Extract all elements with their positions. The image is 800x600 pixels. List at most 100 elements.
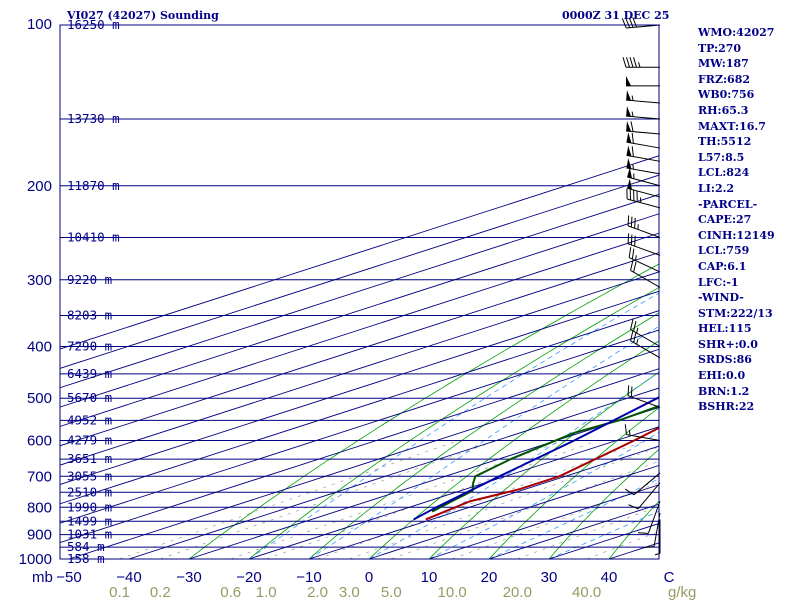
wind-barb-staff xyxy=(627,395,661,408)
plot-frame xyxy=(59,24,660,560)
valid-time: 0000Z 31 DEC 25 xyxy=(562,9,669,22)
wind-barb-feather xyxy=(630,260,634,271)
wind-barb xyxy=(637,501,661,534)
isotherm xyxy=(60,174,659,369)
temperature-tick-label: C xyxy=(664,569,675,586)
height-label: 158 m xyxy=(67,551,105,566)
wind-barb-feather xyxy=(627,215,630,226)
isotherm xyxy=(60,213,659,408)
wind-barb-feather xyxy=(631,146,634,157)
wind-barb xyxy=(626,75,660,87)
isotherm xyxy=(60,271,659,466)
height-label: 9220 m xyxy=(67,272,112,287)
wind-barb-column xyxy=(621,17,661,556)
wind-barb-feather xyxy=(633,332,637,343)
wind-barb-pennant xyxy=(627,178,632,190)
profile-layer xyxy=(413,396,659,521)
height-label: 1990 m xyxy=(67,499,112,514)
wind-barb xyxy=(628,482,661,510)
wind-barb xyxy=(626,90,661,104)
index-line: -WIND- xyxy=(698,291,744,305)
wind-barb-pennant xyxy=(626,132,632,144)
index-line: BRN:1.2 xyxy=(698,384,750,398)
height-label: 6439 m xyxy=(67,366,112,381)
wind-barb-feather xyxy=(631,132,634,144)
isotherm xyxy=(68,368,659,559)
mixing-ratio-line xyxy=(451,482,659,559)
index-line: TP:270 xyxy=(698,41,742,55)
wind-barb xyxy=(630,319,661,347)
isotherm xyxy=(368,464,659,559)
wind-barb-staff xyxy=(630,329,661,347)
temperature-tick-label: −50 xyxy=(56,569,81,586)
wind-barb-feather xyxy=(634,217,636,229)
mixing-ratio-tick-label: 40.0 xyxy=(572,584,601,600)
wind-barb-feather xyxy=(621,18,627,29)
pressure-tick-label: 500 xyxy=(27,390,52,407)
wind-barb-feather xyxy=(630,121,634,132)
wind-barb xyxy=(627,178,661,198)
wind-barb-feather xyxy=(633,261,637,273)
wind-barb xyxy=(627,233,661,256)
isotherm xyxy=(248,426,659,559)
index-line: MAXT:16.7 xyxy=(698,119,766,133)
wind-barb xyxy=(622,57,660,68)
index-line: CAPE:27 xyxy=(698,213,752,227)
wind-barb-half-feather xyxy=(636,327,639,334)
index-line: TH:5512 xyxy=(698,135,752,149)
wind-barb-pennant xyxy=(626,106,632,117)
wind-barb xyxy=(626,121,661,135)
temperature-tick-label: 40 xyxy=(601,569,618,586)
isotherm xyxy=(60,310,659,505)
wind-barb xyxy=(624,472,661,496)
wind-barb-half-feather xyxy=(631,95,634,101)
temperature-tick-label: 0 xyxy=(365,569,373,586)
mixing-ratio-line xyxy=(586,531,659,559)
mixing-ratio-line xyxy=(119,440,459,559)
isotherm xyxy=(60,155,659,350)
wind-barb-pennant xyxy=(627,167,632,179)
wind-barb-feather xyxy=(627,385,630,396)
height-label: 13730 m xyxy=(67,111,120,126)
mixing-ratio-tick-label: 2.0 xyxy=(307,584,328,600)
height-label: 4279 m xyxy=(67,433,112,448)
mixing-ratio-tick-label: 10.0 xyxy=(438,584,467,600)
wind-barb-half-feather xyxy=(631,111,634,117)
wind-barb xyxy=(626,145,661,162)
wind-barb-staff xyxy=(633,472,661,496)
isotherm xyxy=(60,348,659,544)
mixing-ratio-line xyxy=(391,460,659,559)
wind-barb-feather xyxy=(622,57,627,68)
index-line: SRDS:86 xyxy=(698,353,752,367)
wind-barb xyxy=(626,106,661,120)
pressure-tick-label: 700 xyxy=(27,468,52,485)
wind-barb-staff xyxy=(626,141,661,149)
moist-adiabat xyxy=(368,371,659,559)
index-line: LCL:824 xyxy=(698,166,750,180)
mixing-ratio-line xyxy=(517,505,659,559)
index-line: CAP:6.1 xyxy=(698,259,747,273)
height-label: 1031 m xyxy=(67,527,112,542)
isotherm xyxy=(188,406,659,559)
wind-barb-feather xyxy=(624,424,628,435)
wind-barb xyxy=(626,188,661,209)
wind-barb xyxy=(627,385,661,408)
index-line: SHR+:0.0 xyxy=(698,337,758,351)
index-line: FRZ:682 xyxy=(698,72,751,86)
wind-barb-half-feather xyxy=(635,255,637,261)
wind-barb-pennant xyxy=(626,75,631,86)
wind-barb-half-feather xyxy=(628,429,631,436)
index-line: LI:2.2 xyxy=(698,181,735,195)
wind-barb-feather xyxy=(625,17,631,28)
index-line: BSHR:22 xyxy=(698,400,755,414)
wind-barb-feather xyxy=(630,319,634,330)
parcel-profile xyxy=(413,396,659,521)
mixing-ratio-tick-label: 5.0 xyxy=(381,584,402,600)
wind-barb-staff xyxy=(627,187,661,198)
height-label: 16250 m xyxy=(67,17,120,32)
wind-barb-staff xyxy=(627,225,661,238)
wind-barb-feather xyxy=(630,386,633,397)
wind-barb-staff xyxy=(628,257,661,273)
wind-barb-pennant xyxy=(626,145,632,157)
